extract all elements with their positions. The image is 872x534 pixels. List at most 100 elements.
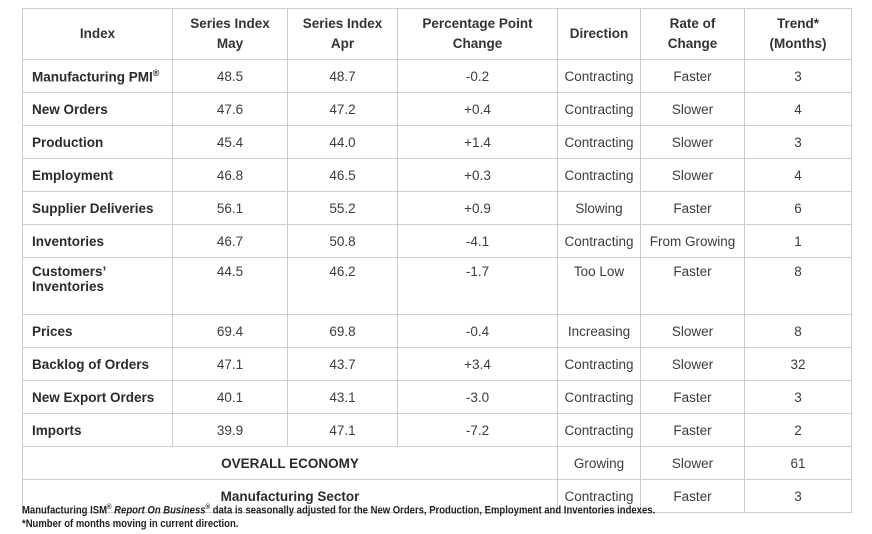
table-row: New Export Orders 40.1 43.1 -3.0 Contracting… — [22, 380, 852, 414]
cell-apr: 44.0 — [287, 125, 398, 159]
table-row: Imports 39.9 47.1 -7.2 Contracting Faster 2 — [22, 413, 852, 447]
registered-mark-icon: ® — [152, 67, 160, 78]
table-row: Manufacturing PMI® 48.5 48.7 -0.2 Contractin… — [22, 59, 852, 93]
cell-may: 46.8 — [172, 158, 288, 192]
row-label: New Export Orders — [22, 380, 173, 414]
column-header-rate-of-change: Rate of Change — [640, 8, 745, 60]
registered-mark-icon: ® — [106, 504, 112, 511]
table-header: Index Series Index May Series Index Apr Perce… — [22, 8, 852, 60]
cell-apr: 69.8 — [287, 314, 398, 348]
ism-pmi-table: Index Series Index May Series Index Apr Perce… — [22, 8, 852, 513]
summary-row: OVERALL ECONOMY Growing Slower 61 — [22, 446, 852, 480]
cell-rate-of-change: Slower — [640, 314, 745, 348]
cell-may: 69.4 — [172, 314, 288, 348]
cell-may: 56.1 — [172, 191, 288, 225]
cell-direction: Contracting — [557, 347, 641, 381]
summary-row: Manufacturing Sector Contracting Faster 3 — [22, 479, 852, 513]
cell-rate-of-change: Slower — [640, 92, 745, 126]
cell-apr: 46.2 — [287, 257, 398, 315]
ism-pmi-table-container: Index Series Index May Series Index Apr Perce… — [22, 8, 852, 513]
cell-change: -4.1 — [397, 224, 558, 258]
cell-apr: 47.2 — [287, 92, 398, 126]
table-row: Backlog of Orders 47.1 43.7 +3.4 Contracting… — [22, 347, 852, 381]
cell-change: +1.4 — [397, 125, 558, 159]
row-label: Prices — [22, 314, 173, 348]
cell-rate-of-change: Faster — [640, 191, 745, 225]
row-label: Production — [22, 125, 173, 159]
cell-trend: 4 — [744, 92, 852, 126]
cell-trend: 8 — [744, 314, 852, 348]
table-row: Production 45.4 44.0 +1.4 Contracting Slower 3 — [22, 125, 852, 159]
cell-apr: 55.2 — [287, 191, 398, 225]
cell-trend: 8 — [744, 257, 852, 315]
cell-may: 46.7 — [172, 224, 288, 258]
cell-trend: 6 — [744, 191, 852, 225]
cell-direction: Contracting — [557, 125, 641, 159]
cell-direction: Contracting — [557, 224, 641, 258]
row-label: Customers’ Inventories — [22, 257, 173, 315]
cell-trend: 3 — [744, 125, 852, 159]
cell-change: -0.4 — [397, 314, 558, 348]
cell-apr: 46.5 — [287, 158, 398, 192]
cell-apr: 47.1 — [287, 413, 398, 447]
cell-change: +3.4 — [397, 347, 558, 381]
column-header-series-index-may: Series Index May — [172, 8, 288, 60]
cell-trend: 3 — [744, 479, 852, 513]
cell-rate-of-change: Faster — [640, 413, 745, 447]
cell-rate-of-change: Slower — [640, 158, 745, 192]
column-header-percentage-point-change: Percentage Point Change — [397, 8, 558, 60]
footnote-adjustment-text: data is seasonally adjusted for the New … — [210, 504, 656, 517]
row-label: Employment — [22, 158, 173, 192]
cell-trend: 1 — [744, 224, 852, 258]
footnote: Manufacturing ISM® Report On Business® d… — [22, 501, 872, 531]
cell-change: +0.3 — [397, 158, 558, 192]
cell-direction: Increasing — [557, 314, 641, 348]
cell-rate-of-change: Faster — [640, 257, 745, 315]
cell-change: -0.2 — [397, 59, 558, 93]
cell-may: 40.1 — [172, 380, 288, 414]
cell-rate-of-change: Faster — [640, 380, 745, 414]
footnote-line-2: *Number of months moving in current dire… — [22, 517, 239, 530]
column-header-index: Index — [22, 8, 173, 60]
cell-change: -1.7 — [397, 257, 558, 315]
footnote-line-1: Manufacturing ISM® Report On Business® d… — [22, 501, 872, 518]
cell-direction: Too Low — [557, 257, 641, 315]
cell-rate-of-change: Faster — [640, 479, 745, 513]
cell-direction: Slowing — [557, 191, 641, 225]
cell-direction: Contracting — [557, 413, 641, 447]
cell-may: 45.4 — [172, 125, 288, 159]
table-row: Inventories 46.7 50.8 -4.1 Contracting From G… — [22, 224, 852, 258]
cell-trend: 61 — [744, 446, 852, 480]
summary-row-label: Manufacturing Sector — [22, 479, 558, 513]
cell-change: -3.0 — [397, 380, 558, 414]
cell-may: 47.6 — [172, 92, 288, 126]
table-row: Supplier Deliveries 56.1 55.2 +0.9 Slowing Fa… — [22, 191, 852, 225]
cell-rate-of-change: Slower — [640, 347, 745, 381]
cell-may: 44.5 — [172, 257, 288, 315]
row-label: Backlog of Orders — [22, 347, 173, 381]
footnote-ism-text: Manufacturing ISM — [22, 504, 107, 517]
table-body: Manufacturing PMI® 48.5 48.7 -0.2 Contractin… — [22, 59, 852, 513]
cell-apr: 48.7 — [287, 59, 398, 93]
registered-mark-icon: ® — [205, 504, 211, 511]
cell-direction: Contracting — [557, 59, 641, 93]
table-row: Employment 46.8 46.5 +0.3 Contracting Slower 4 — [22, 158, 852, 192]
cell-direction: Contracting — [557, 380, 641, 414]
cell-rate-of-change: Slower — [640, 446, 745, 480]
cell-direction: Growing — [557, 446, 641, 480]
cell-apr: 43.1 — [287, 380, 398, 414]
row-label: Manufacturing PMI® — [22, 59, 173, 93]
cell-trend: 3 — [744, 380, 852, 414]
cell-direction: Contracting — [557, 158, 641, 192]
footnote-report-on-business-text: Report On Business — [111, 504, 206, 517]
cell-trend: 4 — [744, 158, 852, 192]
cell-change: +0.9 — [397, 191, 558, 225]
cell-may: 48.5 — [172, 59, 288, 93]
cell-trend: 2 — [744, 413, 852, 447]
summary-row-label: OVERALL ECONOMY — [22, 446, 558, 480]
row-label: Inventories — [22, 224, 173, 258]
cell-trend: 32 — [744, 347, 852, 381]
table-row: New Orders 47.6 47.2 +0.4 Contracting Slower 4 — [22, 92, 852, 126]
cell-rate-of-change: From Growing — [640, 224, 745, 258]
cell-trend: 3 — [744, 59, 852, 93]
